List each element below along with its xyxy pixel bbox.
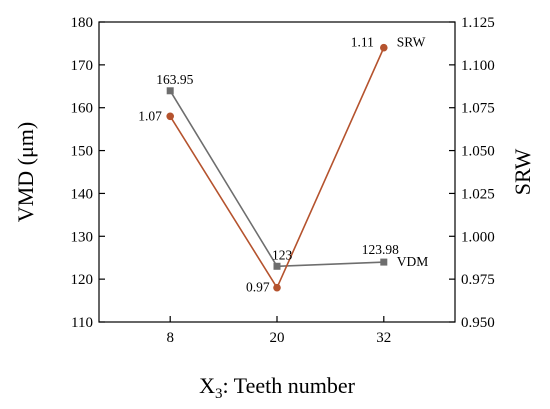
point-srw (273, 283, 281, 292)
left-tick-label: 120 (71, 272, 94, 288)
right-tick-label: 1.100 (461, 58, 495, 74)
data-label-vdm: 123.98 (362, 242, 399, 257)
x-tick-label: 20 (270, 330, 285, 346)
right-tick-label: 1.075 (461, 101, 495, 117)
point-vdm (380, 258, 388, 266)
x-axis-title: X3: Teeth number (199, 373, 356, 402)
right-tick-label: 0.975 (461, 272, 495, 288)
left-tick-label: 150 (71, 144, 94, 160)
point-srw (380, 43, 388, 52)
x-tick-label: 32 (376, 330, 391, 346)
left-tick-label: 130 (71, 229, 94, 245)
series-line-vdm (169, 90, 384, 268)
right-tick-label: 1.050 (461, 144, 495, 160)
right-tick-label: 1.000 (461, 229, 495, 245)
point-vdm (273, 262, 281, 270)
data-label-vdm: 163.95 (156, 72, 193, 87)
left-tick-label: 140 (71, 186, 94, 202)
plot-frame (98, 21, 456, 323)
left-tick-label: 110 (71, 315, 93, 331)
point-vdm (166, 87, 174, 95)
right-tick-label: 1.125 (461, 15, 495, 31)
data-label-srw: 1.07 (138, 108, 162, 123)
point-srw (166, 112, 174, 121)
left-tick-label: 160 (71, 101, 94, 117)
right-tick-label: 1.025 (461, 186, 495, 202)
right-tick-label: 0.950 (461, 315, 495, 331)
series-name-srw: SRW (397, 35, 426, 50)
series-name-vdm: VDM (397, 254, 429, 269)
left-axis-title: VMD (μm) (13, 122, 38, 222)
x-tick-label: 8 (166, 330, 174, 346)
data-label-srw: 0.97 (246, 280, 270, 295)
left-tick-label: 170 (71, 58, 94, 74)
axes: 110 120 130 140 150 160 170 180 0.950 0.975 1.000 1… (13, 15, 535, 402)
series-layer (166, 43, 388, 292)
right-axis-title: SRW (510, 149, 535, 196)
left-tick-label: 180 (71, 15, 94, 31)
data-label-vdm: 123 (272, 247, 293, 262)
data-label-srw: 1.11 (351, 35, 374, 50)
